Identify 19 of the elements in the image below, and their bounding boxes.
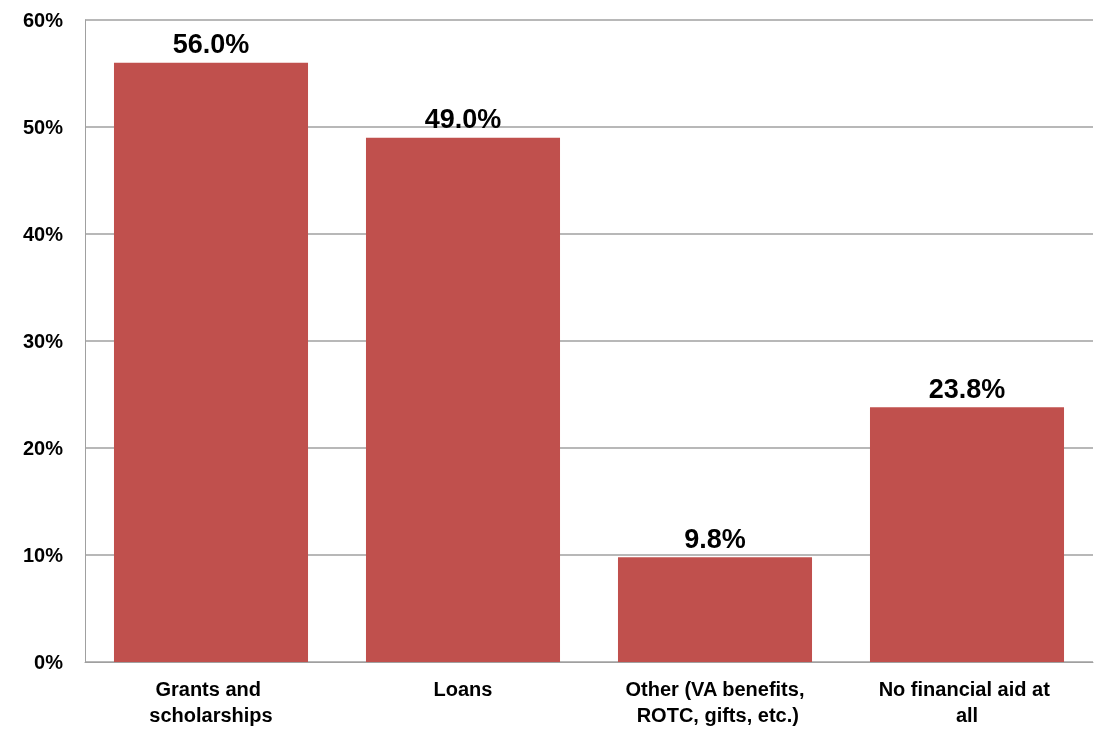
bar [869, 407, 1065, 662]
bar [113, 62, 309, 662]
y-tick-label: 30% [22, 330, 64, 352]
y-tick-label: 0% [34, 651, 64, 673]
x-tick-label: Other (VA benefits, ROTC, gifts, etc.) [625, 678, 805, 726]
data-label: 56.0% [172, 29, 250, 60]
data-label: 9.8% [684, 523, 746, 554]
y-tick-label: 10% [22, 544, 64, 566]
y-tick-label: 60% [22, 9, 64, 31]
y-tick-label: 50% [22, 116, 64, 138]
data-label: 23.8% [928, 373, 1006, 404]
y-tick-label: 40% [22, 223, 64, 245]
data-label: 49.0% [424, 104, 502, 135]
x-tick-label: Grants and scholarships [149, 678, 273, 726]
x-tick-label: No financial aid at all [878, 678, 1056, 726]
x-tick-label: Loans [433, 678, 493, 700]
bar [617, 557, 813, 662]
y-tick-label: 20% [22, 437, 64, 459]
bar [365, 137, 561, 662]
